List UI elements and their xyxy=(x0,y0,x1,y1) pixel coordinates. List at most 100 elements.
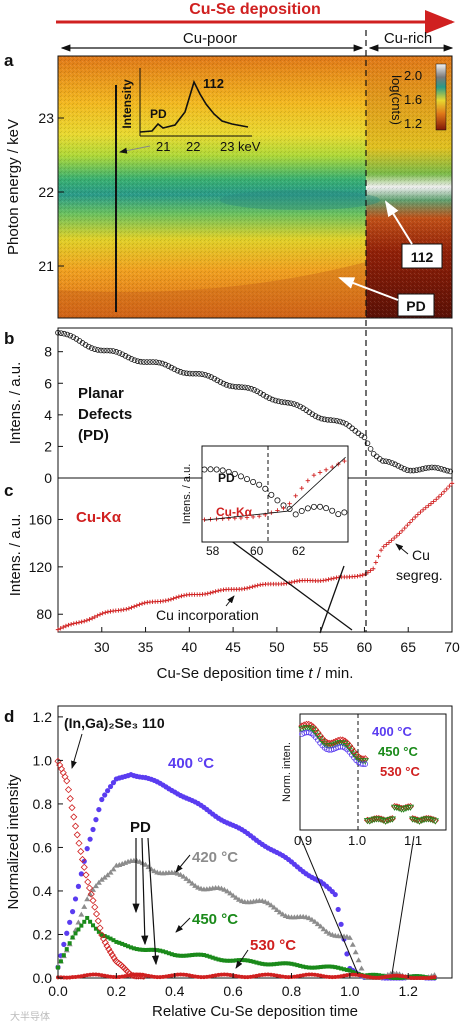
series-110-point xyxy=(89,896,97,905)
pd-point xyxy=(447,468,454,475)
pd-point xyxy=(245,385,251,391)
inset-d-ylabel: Norm. inten. xyxy=(281,742,293,802)
cuka-point xyxy=(68,622,74,627)
pd-point xyxy=(165,363,172,369)
series-530-point xyxy=(67,975,72,980)
cuka-point xyxy=(431,499,436,504)
inset-pd-point xyxy=(317,503,324,510)
panel-c-yticks: 80 120 160 xyxy=(29,511,63,622)
inset-cuka-point xyxy=(323,467,329,472)
inset-pd-point xyxy=(298,508,305,515)
panel-c-plot: 80 120 160 30 35 40 45 50 55 60 65 70 xyxy=(29,477,460,655)
series-530-point xyxy=(312,972,317,977)
panel-b-letter: b xyxy=(4,329,14,348)
inset-pd-point xyxy=(225,468,232,475)
cuka-point xyxy=(289,580,294,585)
series-420-point xyxy=(75,919,82,925)
series-420-point xyxy=(265,900,272,906)
cuka-point xyxy=(71,621,76,626)
inset-pd-point xyxy=(219,467,226,474)
cuka-point xyxy=(92,614,97,620)
series-530-point xyxy=(64,975,69,980)
inset-400-point xyxy=(360,761,366,768)
series-530-point xyxy=(219,972,224,977)
series-110-point xyxy=(66,794,74,803)
label-420: 420 °C xyxy=(192,849,238,866)
pd-point xyxy=(432,464,438,471)
inset-pd-point xyxy=(256,481,263,488)
series-420-point xyxy=(186,878,193,884)
cuka-point xyxy=(252,583,258,589)
inset-a-peak: 112 xyxy=(203,76,224,91)
cuka-point xyxy=(373,560,379,565)
series-530-point xyxy=(61,975,66,980)
panel-c-points xyxy=(55,481,455,632)
pd-point xyxy=(205,372,211,379)
panel-c-xlabel: Cu-Se deposition time t / min. xyxy=(157,665,354,682)
pd-point xyxy=(125,354,132,361)
series-530-point xyxy=(204,974,209,979)
pd-point xyxy=(217,379,224,385)
cuka-point xyxy=(413,514,418,520)
cuka-point xyxy=(386,540,392,545)
series-420-point xyxy=(192,882,199,888)
pd-point xyxy=(419,466,426,472)
inset-450-point xyxy=(361,758,369,765)
pd-point xyxy=(101,347,107,354)
ytick-label: 6 xyxy=(44,375,52,391)
cuka-point xyxy=(426,503,431,508)
pd-point xyxy=(251,387,257,393)
pd-point xyxy=(220,380,227,387)
pd-point xyxy=(88,345,95,351)
inset-pd-point xyxy=(237,473,244,480)
cuka-point xyxy=(181,593,187,598)
series-530-point xyxy=(178,972,183,977)
panel-d-letter: d xyxy=(4,707,14,726)
pd-point xyxy=(364,440,371,447)
series-530-point xyxy=(409,975,414,980)
series-530-point xyxy=(324,974,329,979)
cuka-point xyxy=(134,603,139,608)
ytick-label: 0.2 xyxy=(33,926,53,942)
ytick-label: 120 xyxy=(29,559,53,575)
series-400-point xyxy=(102,792,108,798)
inset-pd-point xyxy=(231,470,238,477)
cuka-point xyxy=(210,590,216,595)
pd-point xyxy=(85,343,92,350)
panel-a-ytick: 23 xyxy=(38,110,54,126)
cuka-point xyxy=(213,589,218,594)
pd-point xyxy=(257,390,264,396)
cuka-point xyxy=(105,609,111,615)
panel-d-inset: Norm. inten. 400 °C 450 °C 530 °C 0.9 1.… xyxy=(281,713,447,975)
cuka-point xyxy=(129,605,134,610)
inset-a-ylabel: Intensity xyxy=(120,79,134,129)
cuka-point xyxy=(61,624,66,630)
series-530-point xyxy=(73,975,78,980)
inset-450-point xyxy=(431,818,439,825)
arrow-112 xyxy=(384,200,413,245)
inset-pd-point xyxy=(329,507,336,514)
pd-point xyxy=(95,347,101,353)
series-110-point xyxy=(64,786,73,794)
pd-point xyxy=(429,464,435,471)
series-530-point xyxy=(239,974,244,979)
label-112-box xyxy=(401,243,443,269)
series-530-point xyxy=(414,976,419,980)
ytick-label: 1.2 xyxy=(33,709,53,725)
cuka-point xyxy=(381,544,386,549)
series-450-point xyxy=(82,919,87,924)
pd-point xyxy=(425,464,432,471)
cuka-point xyxy=(355,573,360,579)
pd-point xyxy=(404,467,411,473)
cuka-point xyxy=(441,489,447,494)
xtick-label: 0.4 xyxy=(165,983,185,999)
ytick-label: 0.8 xyxy=(33,796,53,812)
cu-rich-label: Cu-rich xyxy=(384,30,432,47)
cuka-point xyxy=(444,486,449,492)
pd-point xyxy=(208,374,215,380)
inset-a-xtick: 23 xyxy=(220,139,234,154)
cuka-point xyxy=(392,535,397,541)
series-110-point xyxy=(113,958,122,967)
series-530-point xyxy=(385,974,390,979)
series-530-point xyxy=(304,972,309,977)
